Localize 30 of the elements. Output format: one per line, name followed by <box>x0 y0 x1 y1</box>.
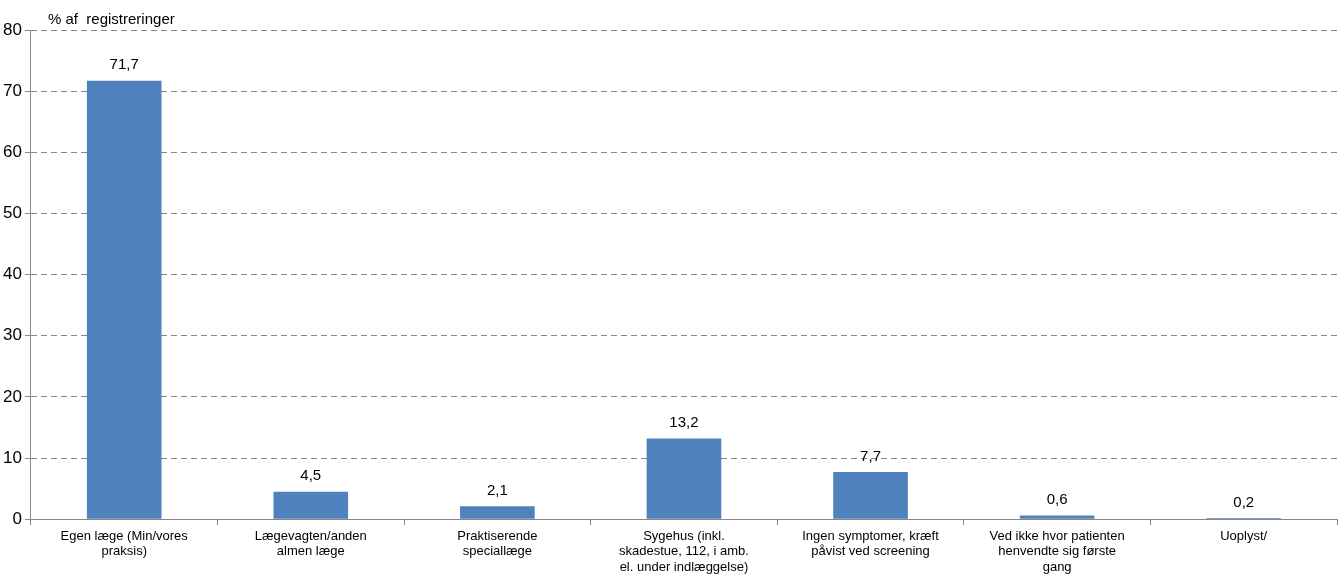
data-label: 0,6 <box>1046 490 1068 508</box>
x-tick-label: Praktiserende speciallæge <box>457 527 538 559</box>
y-tick-label: 50 <box>2 203 22 223</box>
data-label: 4,5 <box>300 466 322 484</box>
y-tick-label: 30 <box>2 325 22 345</box>
y-tick-label: 20 <box>2 386 22 406</box>
x-tick-label: Uoplyst/ <box>1220 527 1268 543</box>
y-axis-title: % af registreringer <box>48 9 175 27</box>
y-tick-label: 10 <box>2 447 22 467</box>
y-tick-label: 0 <box>12 508 22 528</box>
y-tick-label: 40 <box>2 264 22 284</box>
data-label: 7,7 <box>860 446 881 464</box>
bar <box>86 80 162 519</box>
x-tick-label: Ved ikke hvor patienten henvendte sig første gang <box>989 527 1125 574</box>
y-tick-label: 60 <box>2 141 22 161</box>
bar <box>833 472 908 519</box>
x-tick-label: Lægevagten/anden almen læge <box>254 527 367 559</box>
y-tick-label: 80 <box>2 19 22 39</box>
data-label: 71,7 <box>109 55 139 73</box>
x-tick-label: Ingen symptomer, kræft påvist ved screening <box>802 527 940 559</box>
bar <box>1019 515 1095 519</box>
x-tick-label: Egen læge (Min/vores praksis) <box>60 527 189 559</box>
data-label: 2,1 <box>486 481 508 498</box>
y-tick-label: 70 <box>2 80 22 100</box>
data-label: 13,2 <box>669 413 699 431</box>
bar <box>460 506 535 519</box>
data-label: 0,2 <box>1233 492 1255 510</box>
bar <box>646 438 722 519</box>
x-tick-label: Sygehus (inkl. skadestue, 112, i amb. el. under indlæggelse) <box>619 527 749 574</box>
bar <box>273 491 349 519</box>
